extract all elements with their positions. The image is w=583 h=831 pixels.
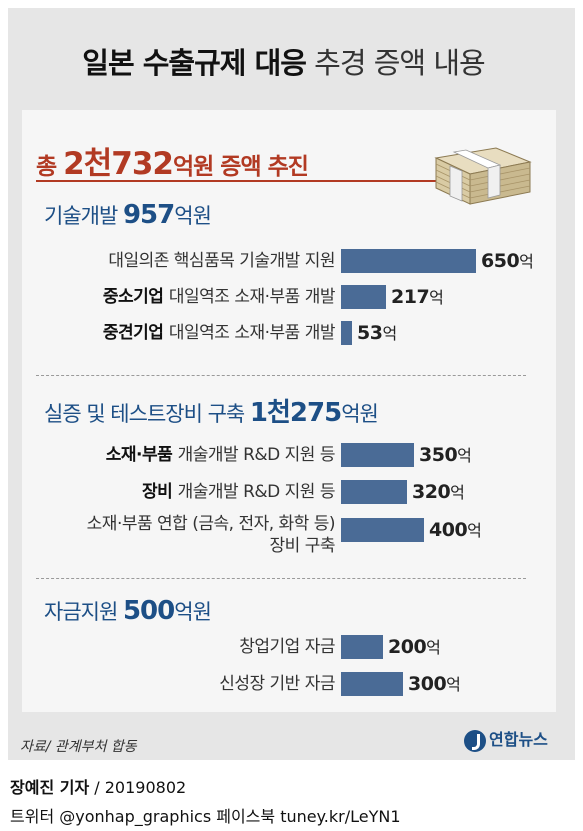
bar-label: 소재·부품 개술개발 R&D 지원 등 bbox=[105, 444, 336, 466]
bar-label: 대일의존 핵심품목 기술개발 지원 bbox=[108, 250, 335, 272]
bar-label-text: 소재·부품 연합 (금속, 전자, 화학 등) bbox=[86, 514, 336, 534]
content-panel bbox=[22, 110, 556, 712]
bar-value-number: 350 bbox=[419, 444, 458, 466]
bar-label-bold: 장비 bbox=[141, 482, 178, 502]
section-title: 기술개발 957억원 bbox=[44, 200, 212, 230]
bar-label: 중견기업 대일역조 소재·부품 개발 bbox=[102, 322, 336, 344]
bar-value-unit: 억 bbox=[457, 446, 472, 465]
bar bbox=[341, 672, 403, 696]
social-links: 트위터 @yonhap_graphics 페이스북 tuney.kr/LeYN1 bbox=[10, 807, 401, 826]
bar-label-text: 신성장 기반 자금 bbox=[219, 674, 335, 694]
bar bbox=[341, 480, 407, 504]
bar bbox=[341, 321, 352, 345]
bar-value-number: 217 bbox=[391, 286, 430, 308]
bar-value-unit: 억 bbox=[446, 675, 461, 694]
bar-value-unit: 억 bbox=[450, 483, 465, 502]
bar-value: 200억 bbox=[388, 634, 441, 658]
section-total-number: 500 bbox=[122, 596, 175, 626]
bar-label-text: 대일역조 소재·부품 개발 bbox=[168, 323, 336, 343]
bar-value-number: 53 bbox=[357, 322, 383, 344]
bar-label: 신성장 기반 자금 bbox=[219, 673, 335, 695]
total-prefix: 총 bbox=[36, 154, 64, 180]
bar-value-unit: 억 bbox=[426, 638, 441, 657]
bar-value-unit: 억 bbox=[429, 288, 444, 307]
bar bbox=[341, 635, 383, 659]
section-title: 실증 및 테스트장비 구축 1천275억원 bbox=[44, 392, 379, 429]
total-suffix: 억원 증액 추진 bbox=[172, 154, 309, 180]
bar-value: 217억 bbox=[391, 284, 444, 308]
reporter-name: 장예진 기자 bbox=[10, 778, 90, 797]
money-stack-icon bbox=[434, 147, 532, 205]
bar-label: 창업기업 자금 bbox=[239, 636, 335, 658]
bar-value: 400억 bbox=[429, 517, 482, 541]
section-total-unit: 억원 bbox=[174, 600, 212, 624]
bar-value: 320억 bbox=[412, 479, 465, 503]
bar bbox=[341, 285, 386, 309]
title-light: 추경 증액 내용 bbox=[314, 46, 486, 80]
section-total-unit: 억원 bbox=[174, 204, 212, 228]
bar-value: 53억 bbox=[357, 320, 397, 344]
bar-value-number: 320 bbox=[412, 481, 451, 503]
bar-value-number: 400 bbox=[429, 519, 468, 541]
byline: 장예진 기자 / 20190802 bbox=[10, 774, 186, 798]
bar-label-text: 개술개발 R&D 지원 등 bbox=[177, 445, 336, 465]
bar-label-text-line2: 장비 구축 bbox=[269, 536, 336, 556]
bar-label-text: 개술개발 R&D 지원 등 bbox=[177, 482, 336, 502]
total-amount: 총 2천732억원 증액 추진 bbox=[36, 138, 309, 183]
bar-label-bold: 소재·부품 bbox=[105, 445, 178, 465]
source-note: 자료/ 관계부처 합동 bbox=[20, 739, 137, 755]
bar-label-text: 대일역조 소재·부품 개발 bbox=[168, 287, 336, 307]
section-title-text: 실증 및 테스트장비 구축 bbox=[44, 402, 250, 426]
bar-value: 650억 bbox=[481, 248, 534, 272]
bar-label-text: 창업기업 자금 bbox=[239, 637, 335, 657]
bar-label-bold: 중소기업 bbox=[102, 287, 169, 307]
yonhap-logo-icon bbox=[464, 729, 486, 752]
section-total-unit: 억원 bbox=[341, 402, 379, 426]
title-bold: 일본 수출규제 대응 bbox=[82, 46, 307, 80]
bar-label-bold: 중견기업 bbox=[102, 323, 169, 343]
bar-value-number: 300 bbox=[408, 673, 447, 695]
bar-value-unit: 억 bbox=[519, 252, 534, 271]
yonhap-logo: 연합뉴스 bbox=[464, 726, 548, 752]
bar bbox=[341, 443, 414, 467]
publish-date: / 20190802 bbox=[89, 778, 187, 797]
bar-label: 소재·부품 연합 (금속, 전자, 화학 등) 장비 구축 bbox=[86, 513, 336, 557]
page-title: 일본 수출규제 대응 추경 증액 내용 bbox=[0, 40, 567, 82]
bar-value: 300억 bbox=[408, 671, 461, 695]
total-underline bbox=[36, 180, 526, 182]
section-divider bbox=[36, 375, 526, 376]
bar-label-text: 대일의존 핵심품목 기술개발 지원 bbox=[108, 251, 335, 271]
bar-label: 중소기업 대일역조 소재·부품 개발 bbox=[102, 286, 336, 308]
bar-value-number: 200 bbox=[388, 636, 427, 658]
section-title-text: 기술개발 bbox=[44, 204, 123, 228]
bar-label: 장비 개술개발 R&D 지원 등 bbox=[141, 481, 336, 503]
section-title: 자금지원 500억원 bbox=[44, 596, 212, 626]
bar-value-unit: 억 bbox=[467, 521, 482, 540]
bar bbox=[341, 249, 476, 273]
yonhap-logo-text: 연합뉴스 bbox=[489, 730, 548, 749]
total-amount-number: 2천732 bbox=[63, 146, 174, 182]
bar-value-number: 650 bbox=[481, 250, 520, 272]
section-divider bbox=[36, 578, 526, 579]
section-title-text: 자금지원 bbox=[44, 600, 123, 624]
bar-value-unit: 억 bbox=[382, 324, 397, 343]
bar bbox=[341, 518, 424, 542]
section-total-number: 957 bbox=[122, 200, 175, 230]
section-total-number: 1천275 bbox=[249, 398, 342, 428]
bar-value: 350억 bbox=[419, 442, 472, 466]
